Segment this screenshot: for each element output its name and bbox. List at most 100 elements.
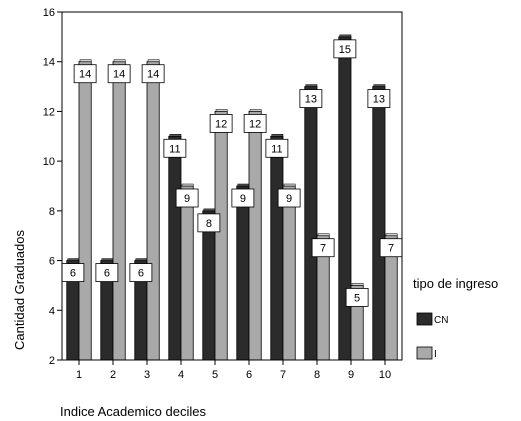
y-tick-label: 4	[49, 305, 55, 317]
data-label: 5	[354, 292, 360, 304]
bar-cap	[215, 109, 228, 112]
y-tick-label: 6	[49, 256, 55, 268]
data-label: 11	[271, 143, 282, 155]
data-label-box	[345, 288, 369, 307]
bar-cap	[181, 183, 194, 187]
legend-title: tipo de ingreso	[413, 276, 498, 291]
bar-cn	[202, 210, 216, 361]
bar-cap	[271, 134, 284, 137]
y-tick-label: 14	[43, 57, 55, 69]
bar-cn	[338, 36, 352, 361]
bar-cap	[113, 59, 126, 62]
data-label: 7	[388, 243, 394, 255]
data-label: 9	[240, 193, 246, 205]
bar-cn	[304, 86, 318, 361]
data-label-box	[141, 64, 165, 84]
bar-i	[214, 111, 228, 361]
bar-cn	[236, 185, 250, 361]
bar-cap	[249, 109, 262, 112]
data-label-box	[197, 213, 221, 233]
bar-cap	[147, 59, 160, 62]
data-label-box	[311, 238, 335, 258]
bar-cap	[237, 183, 250, 187]
x-tick-label: 9	[348, 369, 354, 381]
data-label-box	[73, 64, 97, 84]
data-label: 9	[286, 193, 292, 205]
data-label: 15	[339, 44, 351, 56]
bar-cap	[373, 84, 386, 87]
data-label: 13	[305, 94, 317, 106]
bar-cap	[169, 134, 182, 137]
legend-label: I	[434, 349, 437, 360]
x-tick-label: 4	[178, 369, 184, 381]
x-axis-title: Indice Academico deciles	[60, 404, 206, 419]
data-label: 6	[70, 268, 76, 280]
data-label: 14	[113, 69, 125, 81]
data-label-box	[95, 263, 119, 282]
bar-i	[248, 111, 262, 361]
data-label-box	[333, 39, 357, 59]
y-tick-label: 12	[43, 106, 55, 118]
data-label-box	[367, 89, 391, 108]
legend-swatch-i	[416, 346, 433, 360]
y-tick-label: 16	[43, 7, 55, 19]
y-tick-label: 10	[43, 156, 55, 168]
data-label: 12	[249, 118, 261, 130]
data-labels-layer: 6 14 6 14 6 14 11 9 8 12 9 12 11 9 13 7 15 5 13 7	[61, 39, 403, 307]
bar-cap	[317, 233, 330, 236]
y-tick-label: 2	[49, 355, 55, 367]
data-label-box	[175, 188, 199, 208]
data-label: 8	[206, 218, 212, 230]
data-label-box	[265, 138, 289, 158]
data-label: 14	[79, 69, 91, 81]
y-axis-title: Cantidad Graduados	[12, 230, 27, 350]
data-label: 7	[320, 243, 326, 255]
bar-cap	[135, 258, 148, 261]
bar-cap	[79, 59, 92, 62]
plot-frame	[61, 11, 403, 361]
x-tick-label: 3	[144, 369, 150, 381]
legend: tipo de ingreso CN I	[413, 276, 498, 360]
x-tick-label: 10	[379, 369, 391, 381]
data-label-box	[129, 263, 153, 282]
data-label: 14	[147, 69, 159, 81]
data-label-box	[209, 114, 233, 133]
bar-i	[78, 61, 92, 361]
data-label-box	[243, 114, 267, 133]
bar-cap	[67, 258, 80, 261]
bar-i	[146, 61, 160, 361]
data-label-box	[107, 64, 131, 84]
bar-cap	[339, 34, 352, 38]
data-label-box	[231, 188, 255, 208]
x-tick-label: 2	[110, 369, 116, 381]
data-label: 13	[373, 94, 385, 106]
data-label: 6	[138, 268, 144, 280]
bar-cap	[351, 283, 364, 286]
bar-cap	[305, 84, 318, 87]
bar-cn	[372, 86, 386, 361]
legend-label: CN	[434, 315, 448, 326]
x-tick-label: 7	[280, 369, 286, 381]
x-tick-label: 5	[212, 369, 218, 381]
bar-cap	[101, 258, 114, 261]
x-tick-label: 8	[314, 369, 320, 381]
bar-i	[180, 185, 194, 361]
data-label: 9	[184, 193, 190, 205]
bar-cn	[270, 135, 284, 361]
x-tick-label: 6	[246, 369, 252, 381]
bar-i	[282, 185, 296, 361]
data-label-box	[163, 138, 187, 158]
x-tick-label: 1	[76, 369, 82, 381]
bar-cap	[283, 183, 296, 187]
data-label-box	[299, 89, 323, 108]
bar-cap	[385, 233, 398, 236]
bar-cap	[203, 208, 216, 212]
bar-cn	[168, 135, 182, 361]
data-label: 12	[215, 118, 227, 130]
bar-i	[112, 61, 126, 361]
legend-swatch-cn	[416, 312, 433, 326]
data-label: 11	[169, 143, 180, 155]
data-label-box	[277, 188, 301, 208]
